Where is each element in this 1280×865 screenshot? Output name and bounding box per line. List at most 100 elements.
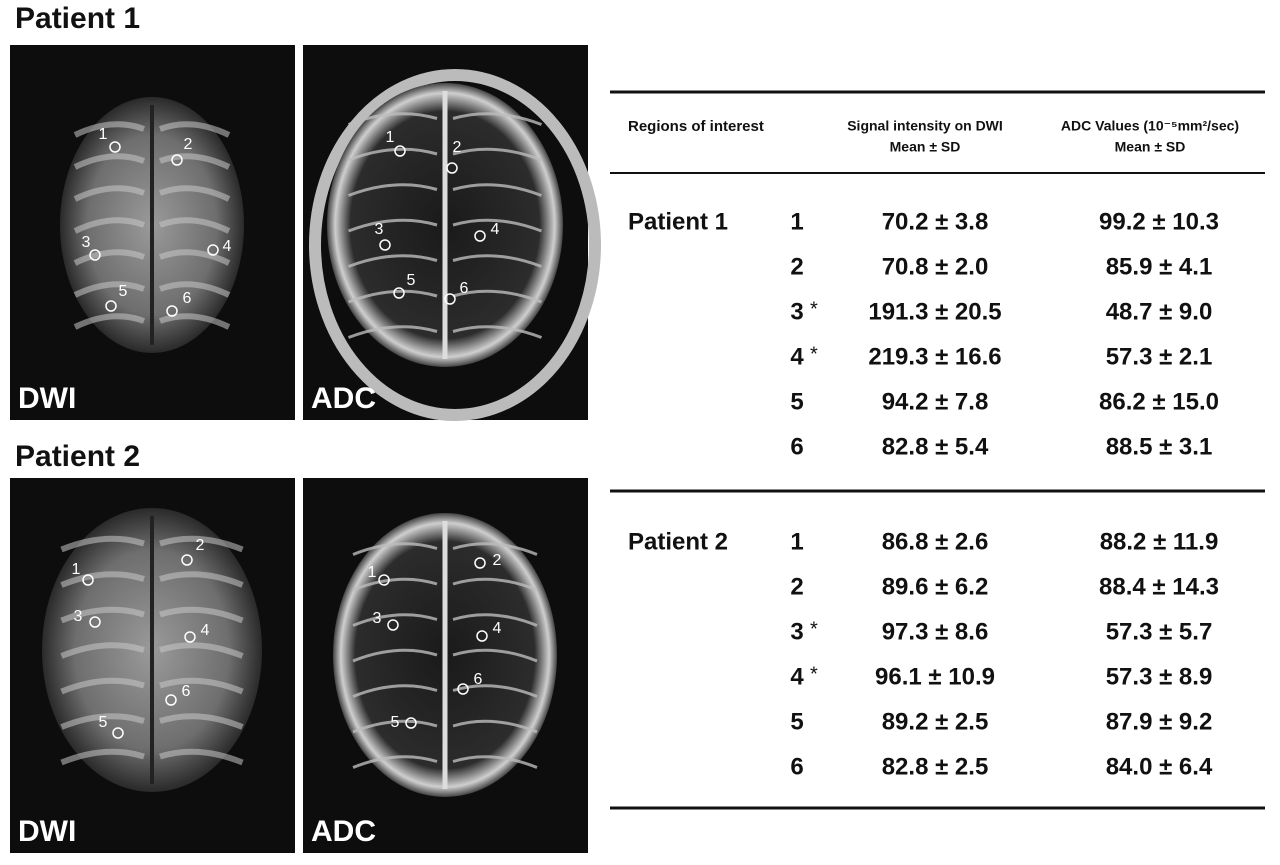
- gyrus: [60, 606, 145, 624]
- gyrus: [158, 121, 231, 138]
- gyrus: [352, 542, 438, 556]
- roi-circle: [474, 230, 486, 242]
- gyrus: [352, 613, 438, 627]
- roi-circle: [166, 305, 178, 317]
- gyrus: [452, 577, 538, 592]
- gyrus: [159, 606, 244, 624]
- mri-image: 1 2 3 4 5 6 ADC: [303, 45, 601, 421]
- image-label: DWI: [18, 382, 76, 415]
- roi-label: 4: [223, 238, 232, 255]
- roi-cell: 3: [790, 618, 803, 645]
- gyrus: [60, 642, 145, 659]
- roi-label: 6: [182, 683, 191, 700]
- dwi-cell: 70.2 ± 3.8: [882, 208, 989, 235]
- gyrus: [158, 185, 231, 202]
- gyrus: [452, 289, 543, 304]
- gyrus: [159, 535, 244, 553]
- gyrus: [159, 642, 244, 659]
- gyrus: [158, 313, 231, 330]
- roi-label: 6: [474, 671, 483, 688]
- gyrus: [347, 254, 438, 268]
- gyrus: [452, 648, 538, 663]
- gyrus: [60, 571, 145, 588]
- dwi-cell: 94.2 ± 7.8: [882, 388, 989, 415]
- roi-cell: 6: [790, 753, 803, 780]
- roi-label: 1: [386, 129, 395, 146]
- roi-cell: 2: [790, 253, 803, 280]
- roi-label: 3: [373, 610, 382, 627]
- roi-circle: [394, 145, 406, 157]
- roi-circle: [379, 239, 391, 251]
- roi-circle: [393, 287, 405, 299]
- gyrus: [159, 571, 244, 588]
- roi-cell: 4: [790, 343, 804, 370]
- dwi-cell: 97.3 ± 8.6: [882, 618, 989, 645]
- column-header: Mean ± SD: [1115, 139, 1186, 155]
- roi-label: 2: [196, 537, 205, 554]
- adc-cell: 84.0 ± 6.4: [1106, 753, 1213, 780]
- roi-circle: [89, 616, 101, 628]
- gyrus: [352, 755, 438, 769]
- gyrus: [60, 748, 145, 766]
- roi-circle: [165, 694, 177, 706]
- adc-cell: 57.3 ± 8.9: [1106, 663, 1213, 690]
- gyrus: [452, 183, 543, 197]
- roi-cell: 5: [790, 708, 803, 735]
- roi-cell: 1: [790, 208, 803, 235]
- gyrus: [347, 147, 438, 162]
- significance-mark: *: [810, 618, 818, 640]
- roi-label: 3: [74, 608, 83, 625]
- gyrus: [452, 218, 543, 233]
- roi-circle: [207, 244, 219, 256]
- patient-label: Patient 1: [628, 208, 728, 235]
- gyrus: [352, 684, 438, 698]
- gyrus: [452, 719, 538, 734]
- roi-circle: [457, 683, 469, 695]
- significance-mark: *: [810, 298, 818, 320]
- dwi-cell: 191.3 ± 20.5: [868, 298, 1001, 325]
- roi-label: 6: [460, 280, 469, 297]
- mri-image: 1 2 3 4 5 6 DWI: [10, 45, 295, 420]
- gyrus: [452, 147, 543, 162]
- roi-label: 4: [491, 221, 500, 238]
- roi-label: 6: [183, 290, 192, 307]
- column-header: Regions of interest: [628, 118, 764, 135]
- roi-circle: [474, 557, 486, 569]
- gyrus: [158, 153, 231, 170]
- roi-label: 1: [72, 561, 81, 578]
- gyrus: [347, 325, 438, 339]
- roi-label: 4: [493, 620, 502, 637]
- gyrus: [73, 121, 146, 138]
- gyrus: [452, 325, 543, 339]
- gyrus: [452, 112, 543, 126]
- gyrus: [60, 713, 145, 730]
- adc-cell: 86.2 ± 15.0: [1099, 388, 1219, 415]
- roi-circle: [105, 300, 117, 312]
- adc-cell: 88.4 ± 14.3: [1099, 573, 1219, 600]
- dwi-cell: 86.8 ± 2.6: [882, 528, 989, 555]
- roi-label: 5: [99, 714, 108, 731]
- mri-image: 1 2 3 4 5 6 DWI: [10, 478, 295, 853]
- gyrus: [60, 677, 145, 695]
- dwi-cell: 96.1 ± 10.9: [875, 663, 995, 690]
- scalp-ring: [309, 69, 601, 421]
- gyrus: [159, 713, 244, 730]
- roi-circle: [444, 293, 456, 305]
- panel-title: Patient 2: [15, 440, 140, 473]
- roi-label: 5: [391, 714, 400, 731]
- gyrus: [73, 153, 146, 170]
- adc-cell: 57.3 ± 5.7: [1106, 618, 1213, 645]
- roi-circle: [112, 727, 124, 739]
- gyrus: [158, 217, 231, 234]
- gyrus: [73, 185, 146, 202]
- gyrus: [159, 677, 244, 695]
- column-header: Signal intensity on DWI: [847, 118, 1003, 134]
- patient-label: Patient 2: [628, 528, 728, 555]
- roi-label: 2: [184, 136, 193, 153]
- roi-label: 3: [82, 234, 91, 251]
- dwi-cell: 89.2 ± 2.5: [882, 708, 989, 735]
- panel-title: Patient 1: [15, 2, 140, 35]
- adc-cell: 87.9 ± 9.2: [1106, 708, 1213, 735]
- gyrus: [73, 281, 146, 298]
